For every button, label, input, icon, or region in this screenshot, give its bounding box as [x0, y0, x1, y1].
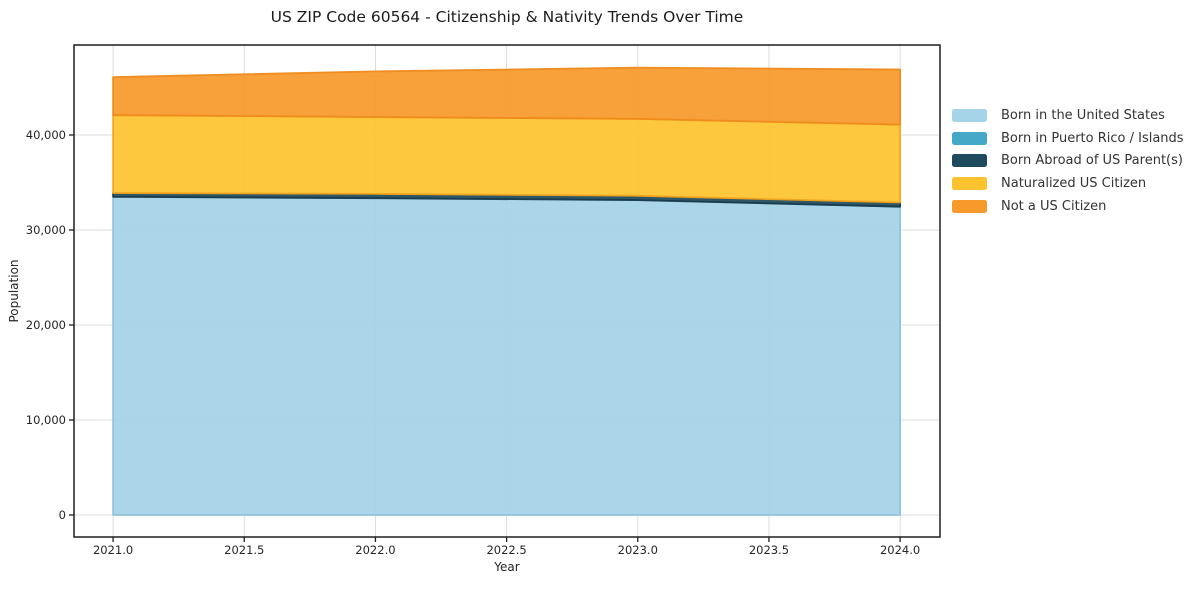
legend-row: Born in Puerto Rico / Islands: [952, 127, 1184, 150]
area-series: [112, 114, 901, 204]
legend-row: Born Abroad of US Parent(s): [952, 149, 1184, 172]
chart-title: US ZIP Code 60564 - Citizenship & Nativi…: [270, 8, 744, 26]
area-series: [112, 195, 901, 516]
x-tick-label: 2024.0: [879, 543, 921, 557]
y-tick-label: 10,000: [25, 412, 66, 427]
y-tick-label: 30,000: [25, 223, 66, 237]
legend-label: Naturalized US Citizen: [1001, 175, 1147, 191]
legend: Born in the United States Born in Puerto …: [952, 104, 1184, 217]
x-tick-label: 2023.0: [617, 543, 658, 557]
x-tick-label: 2021.0: [92, 543, 134, 557]
y-tick-label: 0: [58, 507, 66, 522]
legend-row: Born in the United States: [952, 104, 1184, 127]
legend-swatch-icon: [952, 108, 987, 122]
legend-swatch-icon: [952, 154, 987, 168]
x-tick-label: 2021.5: [224, 543, 265, 557]
y-tick-label: 40,000: [25, 128, 66, 142]
area-series: [112, 66, 901, 126]
legend-label: Born in the United States: [1001, 107, 1165, 123]
legend-label: Not a US Citizen: [1001, 198, 1107, 214]
y-tick-label: 20,000: [25, 318, 66, 332]
legend-row: Not a US Citizen: [952, 195, 1184, 218]
legend-swatch-icon: [952, 199, 987, 213]
x-axis-label: Year: [494, 560, 520, 574]
x-tick-label: 2022.5: [486, 543, 527, 557]
legend-label: Born Abroad of US Parent(s): [1001, 153, 1183, 169]
legend-swatch-icon: [952, 131, 987, 145]
legend-row: Naturalized US Citizen: [952, 172, 1184, 195]
y-axis-label: Population: [7, 259, 21, 323]
x-tick-label: 2022.0: [355, 543, 396, 557]
legend-label: Born in Puerto Rico / Islands: [1001, 130, 1184, 146]
x-tick-label: 2023.5: [748, 543, 790, 557]
legend-swatch-icon: [952, 176, 987, 190]
